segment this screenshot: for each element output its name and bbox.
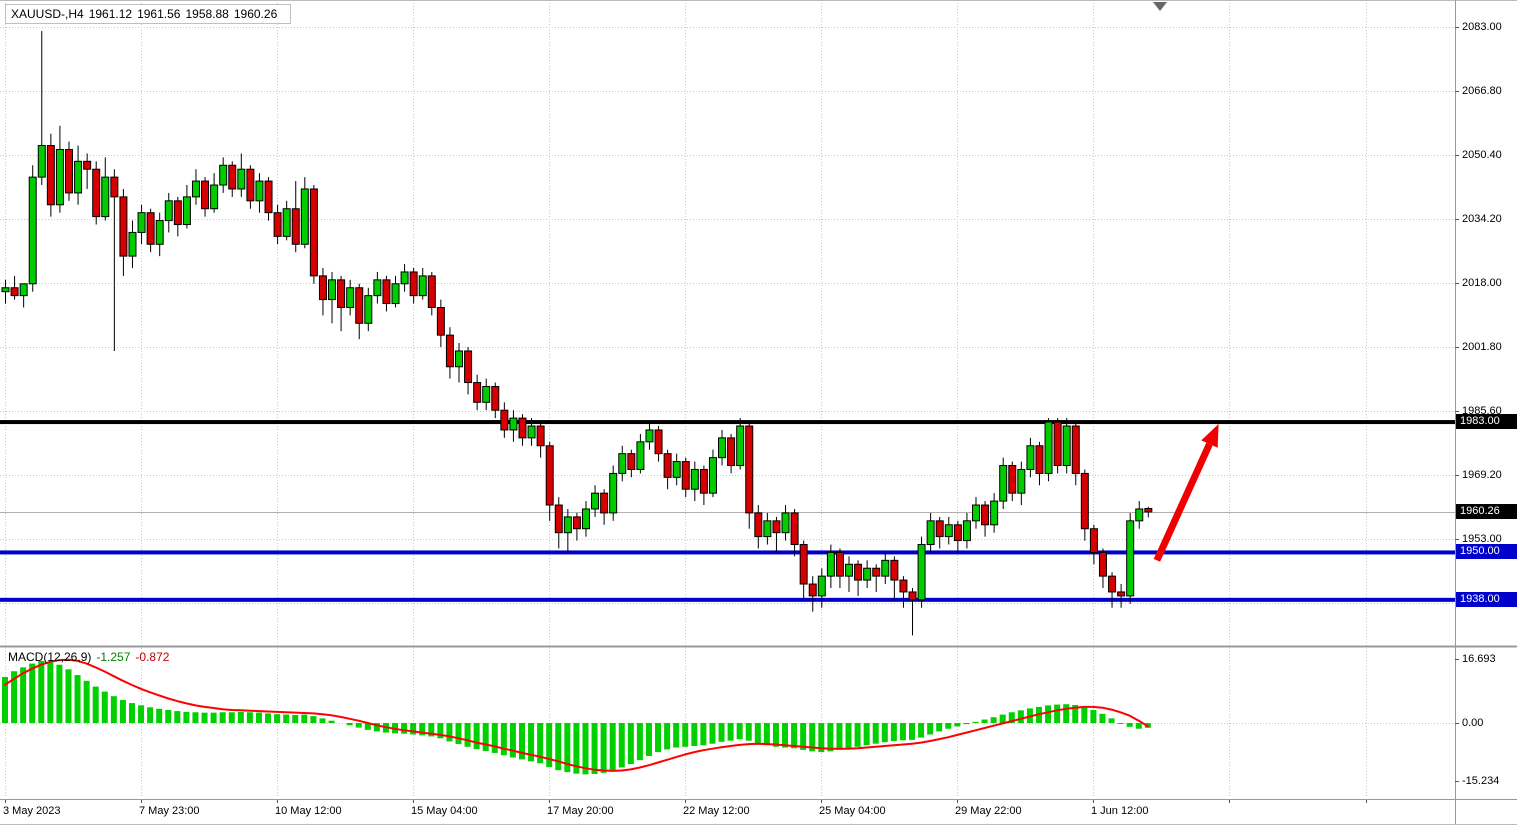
- level-lines: [0, 420, 1455, 602]
- candlestick-series: [1, 30, 1153, 636]
- ohlc-low: 1958.88: [185, 7, 229, 21]
- macd-signal-label: -0.872: [135, 650, 170, 664]
- chart-shift-marker-icon[interactable]: [1153, 2, 1167, 11]
- macd-value-label: -1.257: [96, 650, 131, 664]
- grid-lines: [0, 0, 1455, 798]
- ohlc-open: 1961.12: [88, 7, 133, 21]
- ohlc-high: 1961.56: [137, 7, 181, 21]
- bullish-arrow-annotation[interactable]: [1153, 424, 1219, 562]
- macd-signal-line: [4, 658, 1149, 772]
- symbol-timeframe-label: XAUUSD-,H4: [11, 7, 84, 21]
- macd-name-label: MACD(12,26,9): [8, 650, 92, 664]
- ohlc-header: XAUUSD-,H4 1961.12 1961.56 1958.88 1960.26: [5, 4, 292, 24]
- macd-histogram: [2, 660, 1151, 775]
- ohlc-close: 1960.26: [233, 7, 278, 21]
- macd-header: MACD(12,26,9) -1.257 -0.872: [8, 650, 174, 664]
